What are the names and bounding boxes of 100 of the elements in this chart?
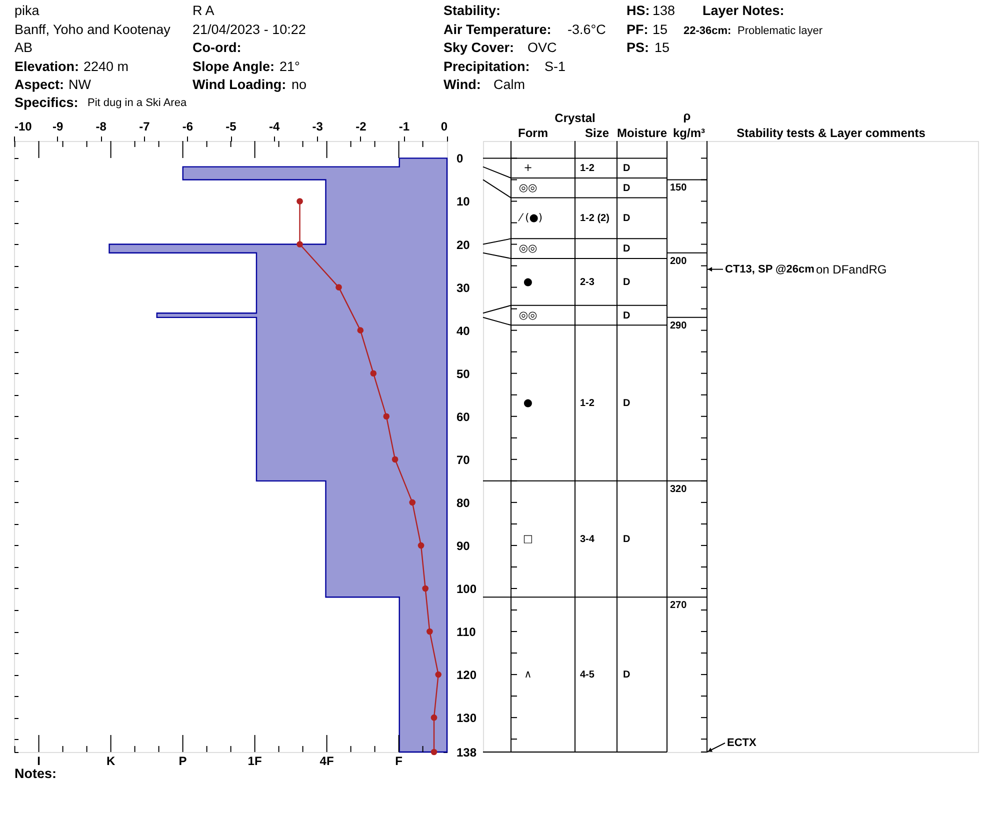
text: Stability: — [444, 3, 501, 18]
text: on DFandRG — [816, 262, 887, 276]
text: Size — [584, 126, 610, 140]
text: ● — [523, 276, 533, 288]
text: Sky Cover: — [444, 40, 514, 55]
x-tick-label: -7 — [139, 120, 150, 134]
text: ⁄ (●) — [518, 212, 542, 224]
text: pika — [14, 3, 40, 18]
text: AB — [14, 40, 33, 55]
text: Moisture — [616, 126, 668, 140]
text: Layer Notes: — [702, 3, 784, 18]
text: Crystal — [554, 111, 596, 125]
text: 2-3 — [580, 276, 595, 288]
text: 150 — [670, 182, 688, 194]
y-tick-label: 90 — [456, 538, 470, 553]
y-tick-label: 100 — [456, 582, 477, 596]
text: CT13, SP @26cm — [725, 263, 815, 276]
y-tick-label: 70 — [456, 452, 470, 467]
text: Slope Angle: — [192, 59, 275, 74]
text: 22-36cm: — [684, 25, 732, 37]
text: 2240 m — [84, 59, 129, 74]
text: Calm — [494, 77, 526, 92]
y-tick-label: 10 — [456, 194, 470, 209]
x-tick-label: -5 — [226, 120, 237, 134]
text: K — [106, 754, 116, 768]
text: R A — [192, 3, 214, 18]
x-tick-label: -9 — [52, 120, 64, 134]
text: Co-ord: — [192, 40, 242, 55]
text: 200 — [670, 256, 688, 267]
text: 15 — [652, 22, 668, 37]
text: 1-2 (2) — [580, 213, 610, 224]
y-tick-label: 138 — [456, 746, 477, 760]
x-tick-label: -3 — [312, 120, 324, 134]
text: Aspect: — [14, 77, 64, 92]
text: D — [623, 398, 630, 410]
text: Specifics: — [14, 95, 78, 110]
text: 4-5 — [580, 670, 595, 681]
text: ρ — [683, 109, 691, 123]
text: P — [178, 754, 187, 768]
text: 21° — [280, 59, 300, 74]
text: 1-2 — [580, 398, 595, 410]
text: + — [524, 162, 532, 174]
text: D — [623, 670, 630, 681]
text: PF: — [626, 22, 648, 37]
y-tick-label: 40 — [456, 324, 470, 338]
text: 21/04/2023 - 10:22 — [192, 22, 306, 37]
text: F — [395, 754, 402, 768]
text: Air Temperature: — [444, 22, 552, 37]
text: Precipitation: — [444, 59, 530, 74]
y-tick-label: 20 — [456, 238, 470, 252]
text: Pit dug in a Ski Area — [88, 97, 188, 109]
text: D — [623, 310, 630, 322]
y-tick-label: 0 — [456, 152, 464, 166]
text: □ — [523, 533, 533, 546]
text: Stability tests & Layer comments — [736, 126, 926, 140]
y-tick-label: 130 — [456, 711, 477, 726]
text: 4F — [320, 754, 334, 768]
text: 1-2 — [580, 163, 595, 174]
text: 15 — [654, 40, 670, 55]
text: Problematic layer — [738, 25, 823, 37]
text: D — [623, 244, 630, 255]
text: ◎◎ — [518, 242, 538, 255]
text: Notes: — [14, 766, 57, 781]
text: ECTX — [727, 737, 757, 749]
text: D — [623, 213, 630, 224]
text: NW — [68, 77, 92, 92]
y-tick-label: 50 — [456, 366, 470, 381]
y-tick-label: 80 — [456, 496, 470, 510]
text: Wind Loading: — [192, 77, 286, 92]
text: -3.6°C — [568, 22, 606, 37]
y-tick-label: 120 — [456, 668, 477, 682]
text: 290 — [670, 320, 688, 332]
x-tick-label: -8 — [96, 120, 107, 134]
text: D — [623, 534, 630, 546]
y-tick-label: 110 — [456, 625, 476, 640]
text: 270 — [670, 600, 688, 612]
text: D — [623, 182, 630, 194]
text: kg/m³ — [672, 126, 706, 140]
text: 1F — [248, 754, 262, 768]
y-tick-label: 60 — [456, 410, 470, 424]
text: ● — [523, 397, 533, 410]
x-tick-label: -6 — [182, 120, 194, 134]
text: I — [37, 754, 40, 768]
text: ◎◎ — [518, 309, 538, 322]
text: Form — [518, 126, 548, 140]
text: HS: — [626, 3, 650, 18]
text: S-1 — [544, 59, 566, 74]
text: D — [623, 276, 630, 288]
x-tick-label: 0 — [440, 120, 448, 134]
x-tick-label: -10 — [14, 120, 32, 134]
text: 320 — [670, 484, 688, 495]
text: D — [623, 163, 630, 174]
x-tick-label: -2 — [356, 120, 367, 134]
y-tick-label: 30 — [456, 280, 470, 295]
text: ∧ — [524, 668, 532, 681]
text: OVC — [528, 40, 558, 55]
text: no — [292, 77, 307, 92]
text: PS: — [626, 40, 650, 55]
text: Elevation: — [14, 59, 80, 74]
x-tick-label: -4 — [268, 120, 280, 134]
